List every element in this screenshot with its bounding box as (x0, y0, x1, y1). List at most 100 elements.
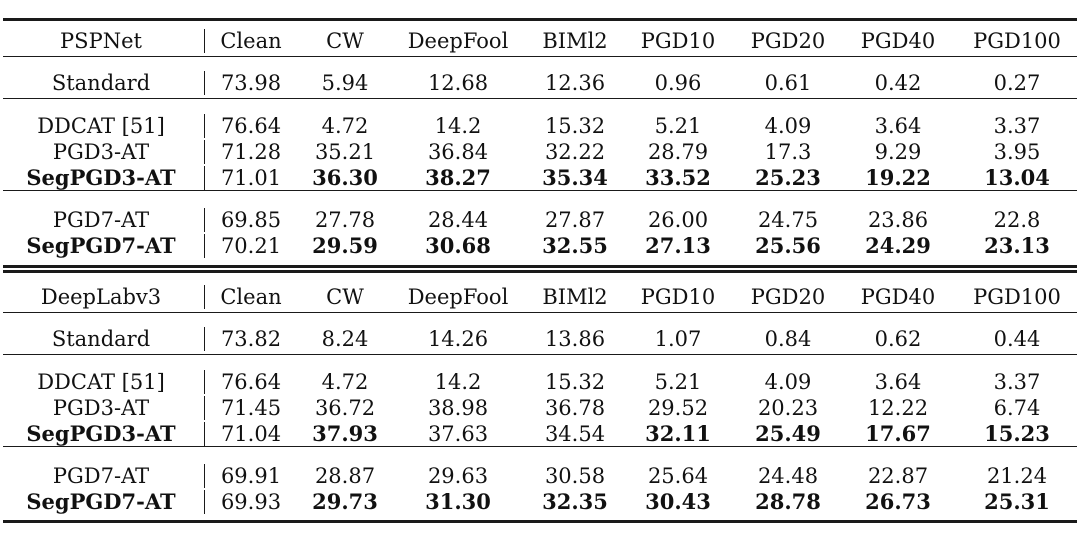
table-cell: PGD100 (973, 285, 1061, 309)
table-cell: 36.84 (427, 140, 489, 164)
table-cell: 6.74 (993, 396, 1041, 420)
row-label: PSPNet (60, 29, 142, 53)
table-cell: 36.72 (314, 396, 376, 420)
table-cell: 76.64 (220, 370, 282, 394)
row-label: DeepLabv3 (40, 285, 162, 309)
row-label: Standard (51, 71, 151, 95)
table-cell: PGD20 (750, 285, 826, 309)
table-row: SegPGD3-AT 71.01 36.30 38.27 35.34 33.52 25.23… (0, 165, 1080, 191)
table-row: SegPGD3-AT 71.04 37.93 37.63 34.54 32.11 25.49… (0, 421, 1080, 447)
table-cell: 15.23 (984, 421, 1050, 446)
table-cell: 73.98 (220, 71, 282, 95)
table-cell: 20.23 (757, 396, 819, 420)
table-cell: PGD10 (640, 29, 716, 53)
table-cell: 38.98 (427, 396, 489, 420)
table-cell: 28.44 (427, 208, 489, 232)
table-cell: 35.34 (542, 165, 608, 190)
table-cell: 12.22 (867, 396, 929, 420)
table-cell: 13.86 (544, 327, 606, 351)
table-cell: 3.64 (874, 370, 922, 394)
table-row: PGD3-AT 71.45 36.72 38.98 36.78 29.52 20.23 12.… (0, 395, 1080, 421)
table-cell: 5.21 (654, 114, 702, 138)
table-cell: 70.21 (220, 234, 282, 258)
table-cell: 12.68 (427, 71, 489, 95)
table-cell: 4.72 (321, 370, 369, 394)
thin-rule (3, 312, 1077, 313)
row-label: SegPGD3-AT (26, 165, 176, 190)
thick-rule (3, 270, 1077, 273)
table-cell: Clean (220, 285, 282, 309)
table-cell: PGD40 (860, 285, 936, 309)
row-label: Standard (51, 327, 151, 351)
column-separator (204, 490, 205, 514)
table-cell: 23.86 (867, 208, 929, 232)
table-cell: 27.78 (314, 208, 376, 232)
table-row: PGD7-AT 69.91 28.87 29.63 30.58 25.64 24.48 22.… (0, 463, 1080, 489)
table-cell: PGD100 (973, 29, 1061, 53)
table-cell: 8.24 (321, 327, 369, 351)
thin-rule (3, 446, 1077, 447)
thick-rule (3, 265, 1077, 268)
header-row: DeepLabv3 Clean CW DeepFool BIMl2 PGD10 PGD20 P… (0, 284, 1080, 310)
table-cell: 71.28 (220, 140, 282, 164)
table-cell: 17.3 (764, 140, 812, 164)
table-cell: 29.52 (647, 396, 709, 420)
table-cell: 25.64 (647, 464, 709, 488)
row-label: PGD3-AT (52, 140, 150, 164)
table-cell: CW (326, 29, 364, 53)
table-cell: 3.64 (874, 114, 922, 138)
table-cell: PGD20 (750, 29, 826, 53)
table-cell: 4.09 (764, 114, 812, 138)
table-cell: 32.35 (542, 489, 608, 514)
table-cell: 25.49 (755, 421, 821, 446)
table-row: DDCAT [51] 76.64 4.72 14.2 15.32 5.21 4.09 3.64… (0, 113, 1080, 139)
table-cell: 76.64 (220, 114, 282, 138)
table-cell: 14.26 (427, 327, 489, 351)
table-cell: 27.87 (544, 208, 606, 232)
table-cell: 25.31 (984, 489, 1050, 514)
table-cell: 35.21 (314, 140, 376, 164)
column-separator (204, 464, 205, 488)
table-cell: 28.78 (755, 489, 821, 514)
table-cell: 15.32 (544, 370, 606, 394)
table-cell: 29.59 (312, 233, 378, 258)
column-separator (204, 114, 205, 138)
table-cell: 36.30 (312, 165, 378, 190)
table-cell: 17.67 (865, 421, 931, 446)
table-cell: 0.96 (654, 71, 702, 95)
table-cell: 5.21 (654, 370, 702, 394)
table-cell: 14.2 (434, 114, 482, 138)
table-row: SegPGD7-AT 69.93 29.73 31.30 32.35 30.43 28.78… (0, 489, 1080, 515)
column-separator (204, 71, 205, 95)
thin-rule (3, 98, 1077, 99)
table-cell: 25.56 (755, 233, 821, 258)
row-label: DDCAT [51] (37, 114, 165, 138)
table-cell: 24.75 (757, 208, 819, 232)
column-separator (204, 327, 205, 351)
table-cell: 21.24 (986, 464, 1048, 488)
table-cell: 13.04 (984, 165, 1050, 190)
table-cell: 3.95 (993, 140, 1041, 164)
table-cell: 23.13 (984, 233, 1050, 258)
column-separator (204, 370, 205, 394)
thin-rule (3, 354, 1077, 355)
row-label: SegPGD7-AT (26, 489, 176, 514)
table-cell: 9.29 (874, 140, 922, 164)
row-label: PGD7-AT (52, 464, 150, 488)
table-row: DDCAT [51] 76.64 4.72 14.2 15.32 5.21 4.09 3.64… (0, 369, 1080, 395)
table-cell: 15.32 (544, 114, 606, 138)
header-row: PSPNet Clean CW DeepFool BIMl2 PGD10 PGD20 PGD4… (0, 28, 1080, 54)
table-cell: 0.84 (764, 327, 812, 351)
table-cell: 38.27 (425, 165, 491, 190)
table-cell: 26.00 (647, 208, 709, 232)
table-cell: PGD40 (860, 29, 936, 53)
table-cell: 5.94 (321, 71, 369, 95)
table-cell: 30.68 (425, 233, 491, 258)
row-label: DDCAT [51] (37, 370, 165, 394)
table-cell: 29.73 (312, 489, 378, 514)
table-cell: BIMl2 (542, 285, 608, 309)
table-cell: 32.22 (544, 140, 606, 164)
table-cell: 28.87 (314, 464, 376, 488)
table-cell: 37.63 (427, 422, 489, 446)
